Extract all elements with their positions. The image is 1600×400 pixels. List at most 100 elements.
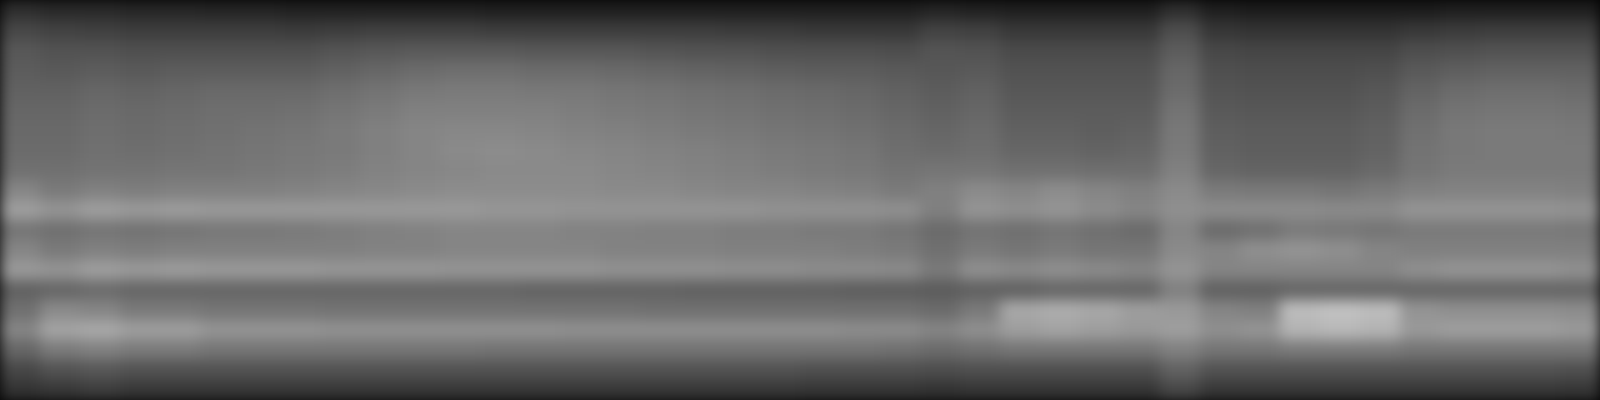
cell: [880, 80, 921, 101]
cell: [480, 60, 521, 81]
cell: [1200, 340, 1241, 361]
cell: [360, 40, 401, 61]
cell: [920, 280, 961, 301]
cell: [200, 280, 241, 301]
cell: [1520, 200, 1561, 221]
cell: [920, 20, 961, 41]
cell: [1040, 320, 1081, 341]
cell: [840, 380, 881, 400]
cell: [680, 280, 721, 301]
cell: [680, 100, 721, 121]
cell: [1080, 340, 1121, 361]
cell: [520, 140, 561, 161]
cell: [240, 20, 281, 41]
cell: [1000, 340, 1041, 361]
cell: [1320, 280, 1361, 301]
cell: [840, 340, 881, 361]
cell: [120, 320, 161, 341]
cell: [200, 380, 241, 400]
cell: [1000, 160, 1041, 181]
cell: [80, 240, 121, 261]
cell: [1360, 320, 1401, 341]
cell: [720, 280, 761, 301]
cell: [640, 360, 681, 381]
cell: [520, 320, 561, 341]
cell: [880, 40, 921, 61]
cell: [440, 280, 481, 301]
cell: [560, 320, 601, 341]
cell: [1000, 80, 1041, 101]
cell: [1120, 340, 1161, 361]
cell: [1520, 300, 1561, 321]
cell: [40, 220, 81, 241]
cell: [680, 60, 721, 81]
cell: [1000, 280, 1041, 301]
cell: [680, 240, 721, 261]
cell: [280, 20, 321, 41]
cell: [1440, 280, 1481, 301]
cell: [920, 0, 961, 21]
cell: [520, 100, 561, 121]
cell: [1280, 140, 1321, 161]
cell: [240, 140, 281, 161]
cell: [1240, 320, 1281, 341]
cell: [480, 0, 521, 21]
cell: [200, 360, 241, 381]
cell: [1560, 380, 1600, 400]
cell: [1480, 120, 1521, 141]
cell: [600, 240, 641, 261]
cell: [640, 60, 681, 81]
cell: [1120, 160, 1161, 181]
cell: [0, 220, 41, 241]
cell: [840, 180, 881, 201]
cell: [400, 240, 441, 261]
cell: [480, 200, 521, 221]
cell: [1200, 260, 1241, 281]
cell: [80, 160, 121, 181]
cell: [520, 160, 561, 181]
cell: [520, 200, 561, 221]
cell: [1000, 360, 1041, 381]
cell: [560, 200, 601, 221]
cell: [1280, 360, 1321, 381]
cell: [1360, 360, 1401, 381]
cell: [200, 100, 241, 121]
cell: [560, 100, 601, 121]
cell: [480, 260, 521, 281]
cell: [40, 20, 81, 41]
cell: [1360, 140, 1401, 161]
cell: [1520, 160, 1561, 181]
cell: [1560, 280, 1600, 301]
cell: [840, 240, 881, 261]
cell: [960, 180, 1001, 201]
cell: [600, 100, 641, 121]
cell: [400, 260, 441, 281]
cell: [1400, 140, 1441, 161]
cell: [760, 380, 801, 400]
cell: [1040, 360, 1081, 381]
cell: [960, 220, 1001, 241]
cell: [760, 60, 801, 81]
cell: [440, 360, 481, 381]
cell: [960, 100, 1001, 121]
cell: [560, 0, 601, 21]
cell: [1440, 160, 1481, 181]
cell: [760, 260, 801, 281]
cell: [40, 40, 81, 61]
cell: [1440, 260, 1481, 281]
cell: [880, 0, 921, 21]
cell: [160, 340, 201, 361]
cell: [1360, 240, 1401, 261]
cell: [240, 240, 281, 261]
cell: [1160, 240, 1201, 261]
cell: [200, 180, 241, 201]
cell: [560, 80, 601, 101]
cell: [1560, 220, 1600, 241]
cell: [40, 80, 81, 101]
cell: [800, 260, 841, 281]
cell: [1440, 320, 1481, 341]
cell: [520, 240, 561, 261]
cell: [160, 320, 201, 341]
cell: [240, 340, 281, 361]
cell: [1360, 60, 1401, 81]
